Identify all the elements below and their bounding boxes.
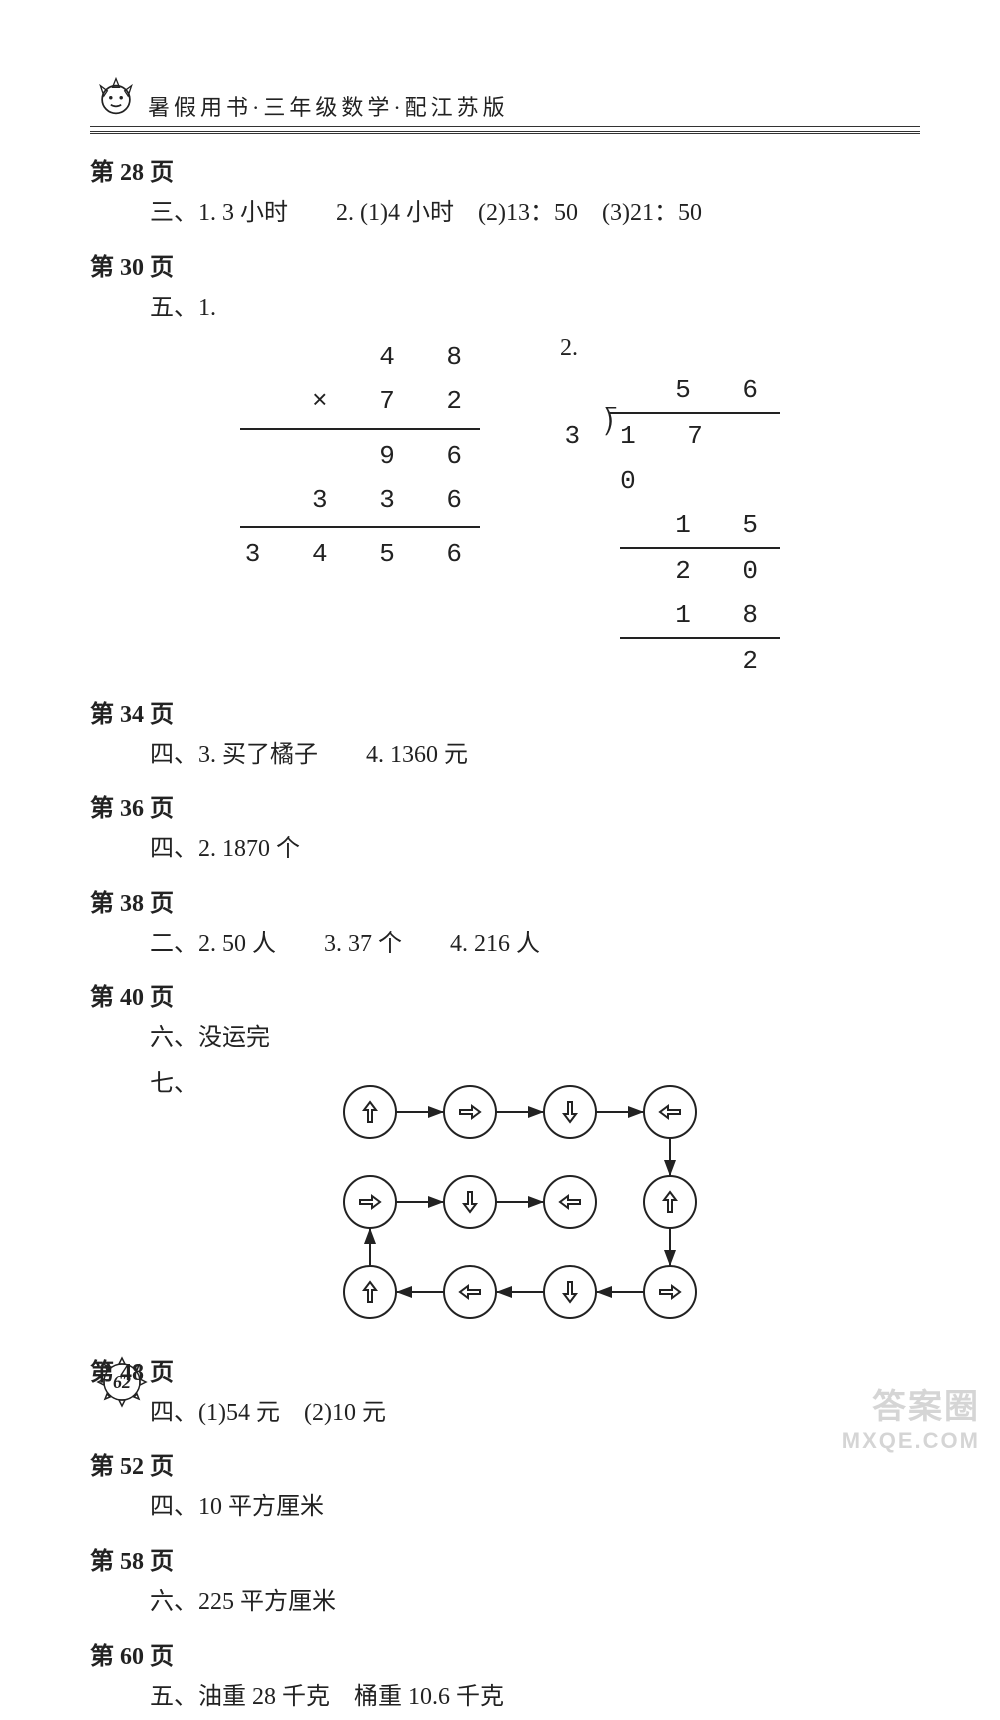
division-label: 2. bbox=[560, 335, 780, 362]
page: 暑假用书·三年级数学·配江苏版 第 28 页 三、1. 3 小时 2. (1)4… bbox=[0, 0, 1000, 1474]
answer-section-58: 第 58 页 六、225 平方厘米 bbox=[90, 1541, 920, 1626]
page-ref: 第 40 页 bbox=[90, 977, 920, 1012]
answer-section-52: 第 52 页 四、10 平方厘米 bbox=[90, 1446, 920, 1531]
div-quotient: 5 6 bbox=[560, 368, 780, 412]
div-step: 2 0 bbox=[560, 549, 780, 593]
math-row: 4 8 × 7 2 9 6 3 3 6 3 4 5 6 2. 5 6 3 ⟌ 1… bbox=[150, 335, 920, 683]
answer-section-48: 第 48 页 四、(1)54 元 (2)10 元 bbox=[90, 1352, 920, 1437]
answer-section-60: 第 60 页 五、油重 28 千克 桶重 10.6 千克 bbox=[90, 1636, 920, 1720]
answer-lead: 五、1. bbox=[150, 286, 920, 332]
page-ref: 第 28 页 bbox=[90, 152, 920, 187]
mult-row: 4 8 bbox=[240, 335, 480, 379]
watermark: 答案圈 MXQE.COM bbox=[842, 1379, 980, 1454]
answer-line: 五、油重 28 千克 桶重 10.6 千克 bbox=[150, 1675, 920, 1720]
answer-section-28: 第 28 页 三、1. 3 小时 2. (1)4 小时 (2)13：50 (3)… bbox=[90, 152, 920, 237]
diagram-node bbox=[344, 1086, 396, 1138]
answer-line: 七、 bbox=[150, 1062, 210, 1342]
page-ref: 第 34 页 bbox=[90, 694, 920, 729]
div-divisor: 3 bbox=[560, 414, 604, 502]
mult-row: × 7 2 bbox=[240, 379, 480, 423]
mult-rule bbox=[240, 526, 480, 528]
answer-line: 三、1. 3 小时 2. (1)4 小时 (2)13：50 (3)21：50 bbox=[150, 191, 920, 237]
answer-section-38: 第 38 页 二、2. 50 人 3. 37 个 4. 216 人 bbox=[90, 883, 920, 968]
watermark-line1: 答案圈 bbox=[842, 1379, 980, 1428]
diagram-node bbox=[644, 1086, 696, 1138]
div-step: 1 8 bbox=[560, 593, 780, 637]
div-dividend: 1 7 0 bbox=[620, 414, 780, 502]
answer-line: 六、225 平方厘米 bbox=[150, 1580, 920, 1626]
long-division-work: 5 6 3 ⟌ 1 7 0 1 5 2 0 1 8 2 bbox=[560, 368, 780, 683]
page-ref: 第 38 页 bbox=[90, 883, 920, 918]
answer-line: 四、3. 买了橘子 4. 1360 元 bbox=[150, 733, 920, 779]
answer-line: 四、(1)54 元 (2)10 元 bbox=[150, 1391, 920, 1437]
answer-section-34: 第 34 页 四、3. 买了橘子 4. 1360 元 bbox=[90, 694, 920, 779]
book-header: 暑假用书·三年级数学·配江苏版 bbox=[90, 70, 920, 127]
arrow-direction-diagram bbox=[320, 1072, 740, 1332]
answer-line: 六、没运完 bbox=[150, 1016, 920, 1062]
answer-line: 四、2. 1870 个 bbox=[150, 827, 920, 873]
multiplication-work: 4 8 × 7 2 9 6 3 3 6 3 4 5 6 bbox=[240, 335, 480, 576]
page-ref: 第 36 页 bbox=[90, 788, 920, 823]
page-number: 62 bbox=[113, 1372, 131, 1392]
diagram-node bbox=[444, 1086, 496, 1138]
answer-line: 四、10 平方厘米 bbox=[150, 1485, 920, 1531]
answer-section-36: 第 36 页 四、2. 1870 个 bbox=[90, 788, 920, 873]
diagram-node bbox=[644, 1176, 696, 1228]
page-ref: 第 52 页 bbox=[90, 1446, 920, 1481]
header-underline bbox=[90, 131, 920, 134]
mult-row: 9 6 bbox=[240, 434, 480, 478]
mult-rule bbox=[240, 428, 480, 430]
div-step: 1 5 bbox=[560, 503, 780, 547]
diagram-node bbox=[544, 1086, 596, 1138]
answer-section-40: 第 40 页 六、没运完 七、 bbox=[90, 977, 920, 1342]
answer-line: 二、2. 50 人 3. 37 个 4. 216 人 bbox=[150, 922, 920, 968]
mult-row: 3 3 6 bbox=[240, 478, 480, 522]
page-ref: 第 30 页 bbox=[90, 247, 920, 282]
mult-row: 3 4 5 6 bbox=[240, 532, 480, 576]
diagram-node bbox=[644, 1266, 696, 1318]
page-ref: 第 48 页 bbox=[90, 1352, 920, 1387]
page-ref: 第 58 页 bbox=[90, 1541, 920, 1576]
diagram-node bbox=[544, 1266, 596, 1318]
diagram-node bbox=[544, 1176, 596, 1228]
answer-section-30: 第 30 页 五、1. 4 8 × 7 2 9 6 3 3 6 3 4 5 6 … bbox=[90, 247, 920, 684]
sun-logo-icon bbox=[90, 70, 142, 122]
watermark-line2: MXQE.COM bbox=[842, 1428, 980, 1454]
division-wrap: 2. 5 6 3 ⟌ 1 7 0 1 5 2 0 1 8 2 bbox=[560, 335, 780, 683]
diagram-node bbox=[444, 1176, 496, 1228]
div-remainder: 2 bbox=[560, 639, 780, 683]
div-dividend-row: 3 ⟌ 1 7 0 bbox=[560, 414, 780, 502]
div-bracket-icon: ⟌ bbox=[604, 414, 620, 502]
diagram-node bbox=[344, 1176, 396, 1228]
page-ref: 第 60 页 bbox=[90, 1636, 920, 1671]
diagram-node bbox=[444, 1266, 496, 1318]
page-number-badge-icon: 62 bbox=[90, 1350, 154, 1414]
diagram-node bbox=[344, 1266, 396, 1318]
book-title: 暑假用书·三年级数学·配江苏版 bbox=[148, 90, 509, 122]
